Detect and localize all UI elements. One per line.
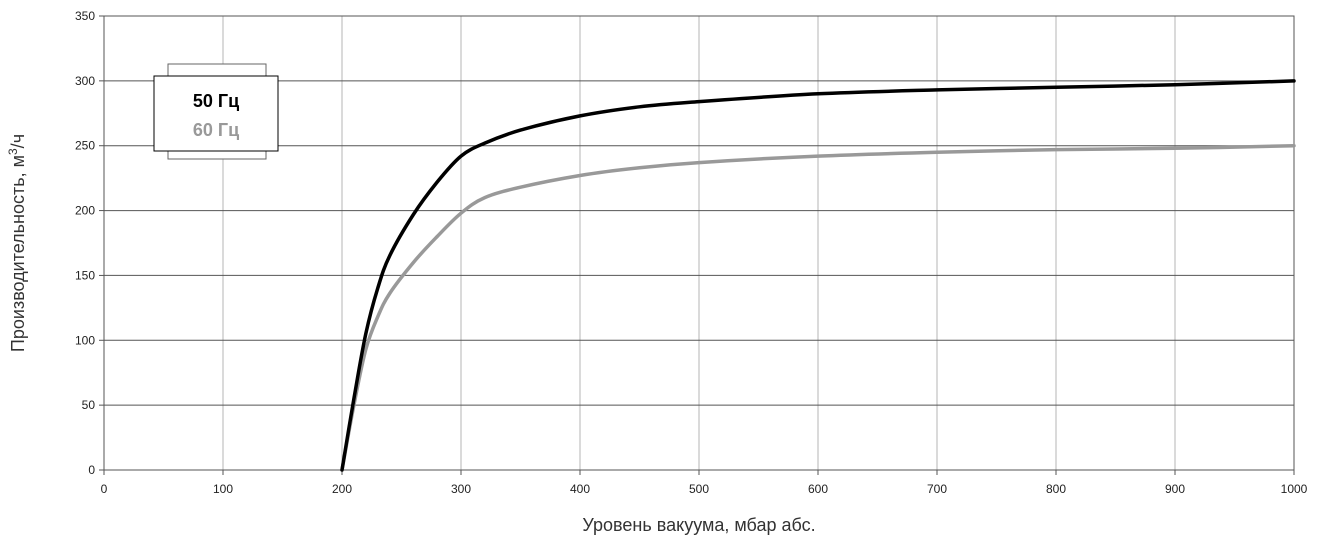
y-tick-label: 150	[75, 268, 95, 282]
y-axis-title-main: Производительность, м	[8, 155, 28, 352]
x-tick-label: 500	[689, 482, 709, 496]
x-tick-label: 900	[1165, 482, 1185, 496]
x-tick-label: 300	[451, 482, 471, 496]
x-tick-label: 1000	[1281, 482, 1308, 496]
x-tick-label: 0	[101, 482, 108, 496]
y-axis-title-sup: 3	[6, 148, 20, 155]
x-tick-label: 700	[927, 482, 947, 496]
y-tick-label: 300	[75, 74, 95, 88]
x-tick-label: 800	[1046, 482, 1066, 496]
y-axis-title-tail: /ч	[8, 134, 28, 148]
y-axis-title: Производительность, м3/ч	[6, 134, 28, 352]
x-axis-title: Уровень вакуума, мбар абс.	[582, 515, 815, 535]
series-line-1	[340, 143, 1296, 472]
series-line-0	[340, 79, 1296, 472]
y-tick-label: 50	[82, 398, 96, 412]
y-tick-label: 100	[75, 333, 95, 347]
y-tick-label: 250	[75, 139, 95, 153]
y-tick-label: 0	[88, 463, 95, 477]
tick-labels: 0 100 200 300 400 500 600 700 800 900 1000 0 50 100 15…	[75, 9, 1308, 496]
x-tick-label: 200	[332, 482, 352, 496]
series-group	[340, 79, 1296, 472]
legend-item-50hz: 50 Гц	[193, 91, 239, 111]
x-tick-label: 400	[570, 482, 590, 496]
legend-box	[153, 75, 279, 152]
x-tick-label: 600	[808, 482, 828, 496]
y-tick-label: 350	[75, 9, 95, 23]
legend-item-60hz: 60 Гц	[193, 120, 239, 140]
legend: 50 Гц 60 Гц	[153, 63, 279, 160]
y-tick-label: 200	[75, 204, 95, 218]
x-tick-label: 100	[213, 482, 233, 496]
grid	[103, 15, 1295, 471]
